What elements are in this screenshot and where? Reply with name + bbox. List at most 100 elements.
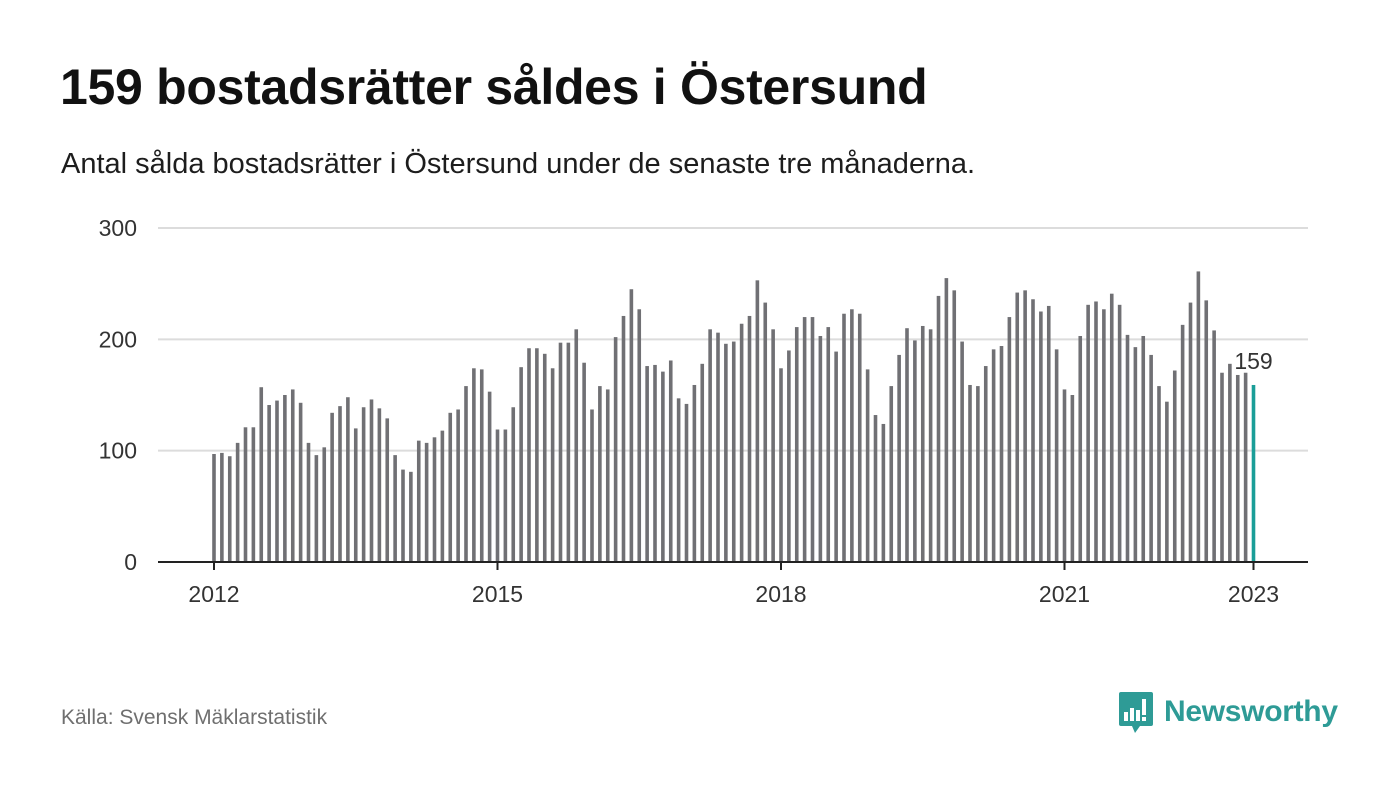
x-tick-label: 2018	[755, 581, 806, 607]
bar	[983, 366, 988, 562]
bar	[1078, 335, 1083, 562]
bar	[1212, 330, 1216, 562]
y-tick-label: 100	[99, 438, 137, 464]
brand-logo[interactable]: Newsworthy	[1118, 690, 1338, 734]
bar	[1243, 372, 1248, 562]
bar	[1070, 395, 1075, 562]
x-tick-label: 2015	[472, 581, 523, 607]
bar	[991, 349, 996, 562]
bar	[684, 403, 689, 562]
bar	[283, 395, 287, 562]
bar	[818, 335, 823, 562]
bar	[535, 348, 539, 562]
bar	[787, 350, 791, 562]
bar	[440, 430, 445, 562]
bar	[259, 387, 264, 562]
bar	[621, 315, 626, 562]
bar	[645, 366, 649, 562]
bar	[448, 412, 453, 562]
bar	[802, 317, 807, 562]
x-tick-label: 2021	[1039, 581, 1090, 607]
bar	[1015, 292, 1020, 562]
bar	[857, 313, 862, 562]
brand-name: Newsworthy	[1164, 695, 1338, 728]
bar	[653, 364, 657, 562]
bar	[1054, 349, 1059, 562]
bar	[1235, 374, 1240, 562]
page-title: 159 bostadsrätter såldes i Östersund	[60, 59, 928, 115]
x-tick-label: 2023	[1228, 581, 1279, 607]
bar	[920, 325, 925, 562]
bar	[865, 369, 870, 562]
bar-highlighted	[1251, 384, 1256, 562]
bar	[1046, 305, 1051, 562]
bar	[1149, 354, 1153, 562]
bar	[479, 369, 484, 562]
bar	[999, 346, 1004, 562]
bar	[724, 343, 728, 562]
bar	[220, 452, 224, 562]
bar	[952, 290, 957, 562]
bar	[779, 368, 783, 562]
bar	[881, 423, 886, 562]
bar	[842, 313, 846, 562]
bar	[1188, 302, 1193, 562]
bar	[1157, 386, 1161, 562]
bar	[1086, 304, 1090, 562]
bar	[503, 429, 508, 562]
bar	[1165, 401, 1169, 562]
bar	[1062, 389, 1067, 562]
bar	[1228, 363, 1232, 562]
page-subtitle: Antal sålda bostadsrätter i Östersund un…	[61, 148, 976, 180]
bar	[605, 389, 610, 562]
bar	[409, 471, 413, 562]
bar	[590, 409, 594, 562]
bar	[716, 332, 720, 562]
bar	[456, 409, 460, 562]
bar	[542, 353, 547, 562]
bar	[353, 428, 358, 562]
bar	[692, 384, 697, 562]
bar	[598, 386, 602, 562]
bar	[1172, 370, 1177, 562]
y-tick-label: 200	[99, 326, 137, 352]
y-tick-label: 0	[124, 549, 137, 575]
bar	[1094, 301, 1098, 562]
bar	[338, 406, 342, 562]
bar	[928, 329, 933, 562]
bar	[361, 407, 366, 562]
bar	[290, 389, 295, 562]
bar	[613, 337, 618, 562]
bar	[771, 329, 775, 562]
bar	[582, 362, 586, 562]
bar	[661, 371, 665, 562]
bar	[306, 442, 311, 562]
bar	[676, 398, 681, 562]
bar	[464, 386, 468, 562]
bar	[346, 397, 350, 562]
bar	[731, 341, 736, 562]
bar	[511, 407, 516, 562]
bar	[873, 415, 878, 562]
bar	[739, 323, 744, 562]
bar	[1007, 317, 1012, 562]
y-tick-label: 300	[99, 215, 137, 241]
bar	[495, 429, 500, 562]
bar	[243, 427, 248, 562]
bar	[432, 437, 437, 562]
bar	[889, 386, 894, 562]
bar	[976, 386, 980, 562]
bar	[794, 327, 799, 562]
bar	[1109, 293, 1114, 562]
bar	[322, 447, 327, 562]
bar	[416, 440, 421, 562]
bar	[936, 295, 941, 562]
bar	[1023, 290, 1027, 562]
bar	[1125, 334, 1130, 562]
bar	[1220, 372, 1224, 562]
bar	[629, 289, 634, 562]
bar	[1117, 304, 1122, 562]
last-value-label: 159	[1234, 348, 1272, 374]
bar	[235, 442, 240, 562]
